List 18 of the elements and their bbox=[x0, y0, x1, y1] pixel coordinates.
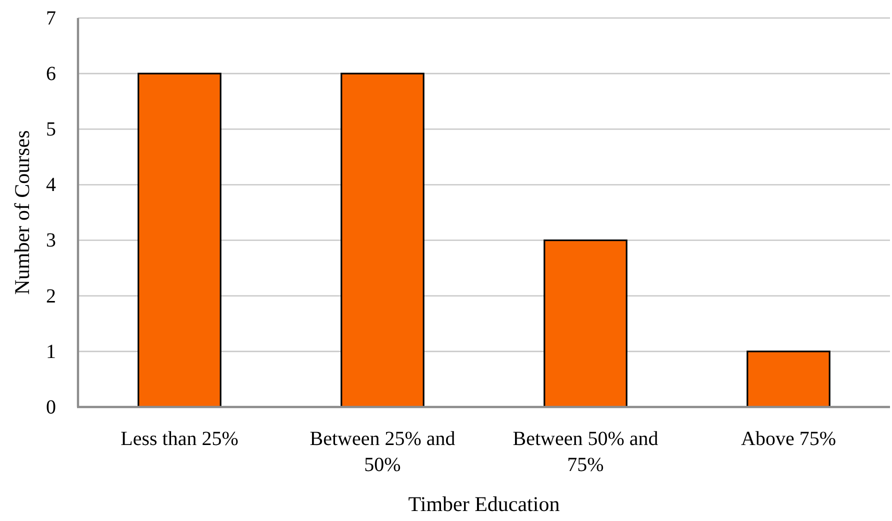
y-tick-label: 4 bbox=[46, 174, 56, 196]
y-tick-label: 2 bbox=[46, 285, 56, 308]
bar bbox=[340, 72, 424, 408]
y-axis-title: Number of Courses bbox=[10, 130, 34, 295]
y-tick-label: 0 bbox=[46, 396, 56, 418]
x-tick-label: Less than 25% bbox=[120, 428, 238, 450]
y-tick-label: 5 bbox=[46, 118, 56, 141]
x-axis-title: Timber Education bbox=[408, 492, 560, 516]
y-tick-label: 7 bbox=[46, 7, 56, 30]
bar bbox=[544, 239, 628, 408]
bar bbox=[746, 350, 830, 408]
x-tick-label: Above 75% bbox=[741, 428, 836, 450]
y-tick-label: 3 bbox=[46, 230, 56, 252]
x-tick-label: Between 25% and 50% bbox=[310, 428, 456, 476]
x-tick-label: Between 50% and 75% bbox=[512, 428, 658, 476]
bar bbox=[138, 72, 222, 408]
y-tick-label: 1 bbox=[46, 340, 56, 363]
y-tick-label: 6 bbox=[46, 62, 56, 85]
